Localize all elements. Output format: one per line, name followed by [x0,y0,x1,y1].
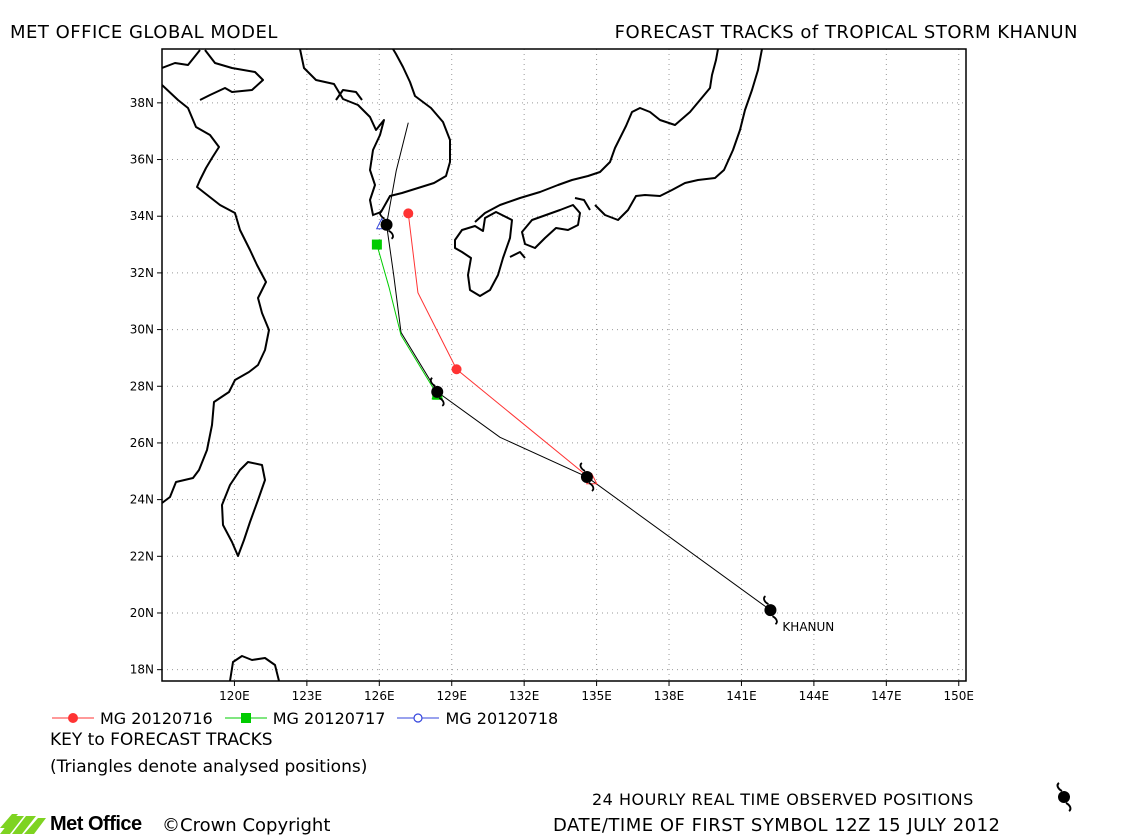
tick-label-lat: 18N [130,663,154,677]
tick-label-lon: 147E [871,689,902,700]
storm-symbol-core [431,385,444,398]
tick-label-lat: 20N [130,606,154,620]
shandong-coastline [162,49,264,101]
tick-label-lon: 141E [726,689,757,700]
tick-label-lat: 28N [130,379,154,393]
tick-label-lon: 132E [509,689,540,700]
storm-symbol-arm [388,229,394,240]
copyright-text: ©Crown Copyright [162,815,331,836]
storm-symbol-core [580,470,593,483]
met-office-stripes-icon [0,814,46,834]
chart-title: FORECAST TRACKS of TROPICAL STORM KHANUN [614,22,1078,43]
island-coastline [509,251,526,259]
forecast-marker [371,239,382,250]
observed-track-line [386,122,771,611]
tropical-storm-symbol-icon [1056,782,1072,812]
blue-open-circle-marker-icon [397,713,440,723]
storm-label: KHANUN [782,620,834,634]
axis-ticks: 120E 123E 126E 129E 132E 135E 138E 141E 144E 147E… [130,96,974,700]
storm-symbol-arm [379,209,385,220]
observed-positions-text: 24 HOURLY REAL TIME OBSERVED POSITIONS [592,790,974,809]
tick-label-lat: 36N [130,153,154,167]
storm-symbol-core [764,604,777,617]
tick-label-lat: 24N [130,493,154,507]
kyushu-coastline [454,211,513,297]
tick-label-lat: 22N [130,549,154,563]
tick-label-lon: 138E [654,689,685,700]
storm-symbol [429,377,445,407]
map-grid [162,49,966,681]
honshu-coastline [474,49,763,223]
storm-symbol-arm [429,377,436,387]
logo-wordmark: Met Office [50,812,142,835]
tick-label-lat: 26N [130,436,154,450]
tick-label-lon: 144E [799,689,830,700]
storm-symbol-arm [771,615,778,625]
tick-label-lon: 135E [581,689,612,700]
storm-symbol [379,209,394,240]
storm-symbol [579,462,595,492]
coastlines [162,49,763,681]
green-square-marker-icon [224,713,267,723]
forecast-marker [403,208,414,219]
storm-symbol-arm [588,482,595,492]
forecast-track-line [376,244,438,396]
luzon-coastline [229,655,280,681]
storm-symbol-arm [763,595,769,605]
korea-north-coastline [299,49,451,216]
legend-item-0717: MG 20120717 [224,708,386,728]
tick-label-lat: 38N [130,96,154,110]
tick-label-lon: 126E [364,689,395,700]
forecast-marker [451,364,462,375]
observed-positions [379,209,778,625]
first-symbol-date: DATE/TIME OF FIRST SYMBOL 12Z 15 JULY 20… [553,815,1001,836]
forecast-track-map: 120E 123E 126E 129E 132E 135E 138E 141E 144E 147E… [130,48,974,700]
tick-label-lon: 129E [436,689,467,700]
red-circle-marker-icon [52,713,94,723]
korea-west-inlet [335,89,363,101]
tick-label-lat: 30N [130,323,154,337]
forecast-legend: MG 20120716 MG 20120717 MG 20120718 [52,708,570,728]
legend-label: MG 20120716 [100,708,213,728]
tick-label-lat: 32N [130,266,154,280]
shikoku-coastline [521,204,581,249]
storm-symbol-arm [438,397,445,407]
legend-label: MG 20120718 [445,708,559,728]
key-title: KEY to FORECAST TRACKS [50,730,273,750]
map-frame [161,48,967,682]
met-office-logo: Met Office [0,812,142,836]
key-note: (Triangles denote analysed positions) [50,757,368,777]
model-title: MET OFFICE GLOBAL MODEL [10,22,278,43]
storm-symbol [763,595,778,625]
legend-item-0716: MG 20120716 [52,709,213,728]
japan-inner-sea [574,197,591,211]
tick-label-lon: 150E [944,689,975,700]
tick-label-lon: 120E [219,689,250,700]
taiwan-coastline [221,461,266,557]
tick-label-lat: 34N [130,209,154,223]
china-coastline [162,84,270,504]
forecast-track-line [407,213,593,481]
tick-label-lon: 123E [292,689,323,700]
legend-item-0718: MG 20120718 [397,709,558,728]
forecast-tracks [371,122,771,611]
storm-symbol-core [380,218,393,231]
legend-label: MG 20120717 [272,708,386,728]
storm-symbol-arm [579,462,586,472]
